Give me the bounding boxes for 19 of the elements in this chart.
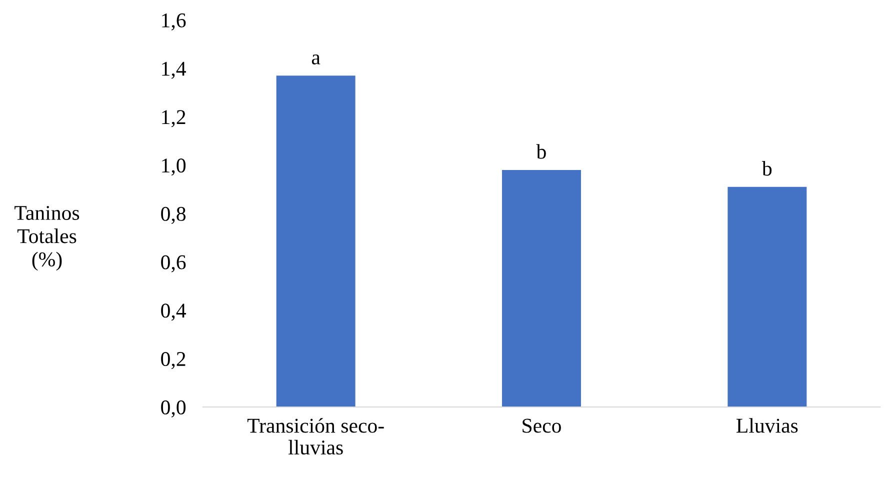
y-tick-label: 1,2 [162,110,186,128]
annotation: b [762,161,772,176]
y-tick-label: 1,4 [162,62,186,79]
y-tick-label: 1,0 [162,158,186,176]
bar [502,170,581,407]
bar [728,186,807,407]
x-tick-label: Lluvias [736,418,798,433]
y-tick-label: 0,4 [161,304,186,321]
x-tick-label: Seco [522,418,561,433]
annotation: a [312,54,320,64]
y-tick-label: 0,8 [161,206,186,224]
y-tick-label: 1,6 [162,13,186,30]
x-tick-label: Transición seco- lluvias [247,418,384,455]
y-tick-label: 0,0 [161,400,186,418]
y-tick-label: 0,6 [161,255,186,272]
y-tick-label: 0,2 [161,352,186,370]
y-axis-title: Taninos Totales (%) [14,206,80,271]
annotation: b [536,144,546,159]
bar [276,76,356,407]
